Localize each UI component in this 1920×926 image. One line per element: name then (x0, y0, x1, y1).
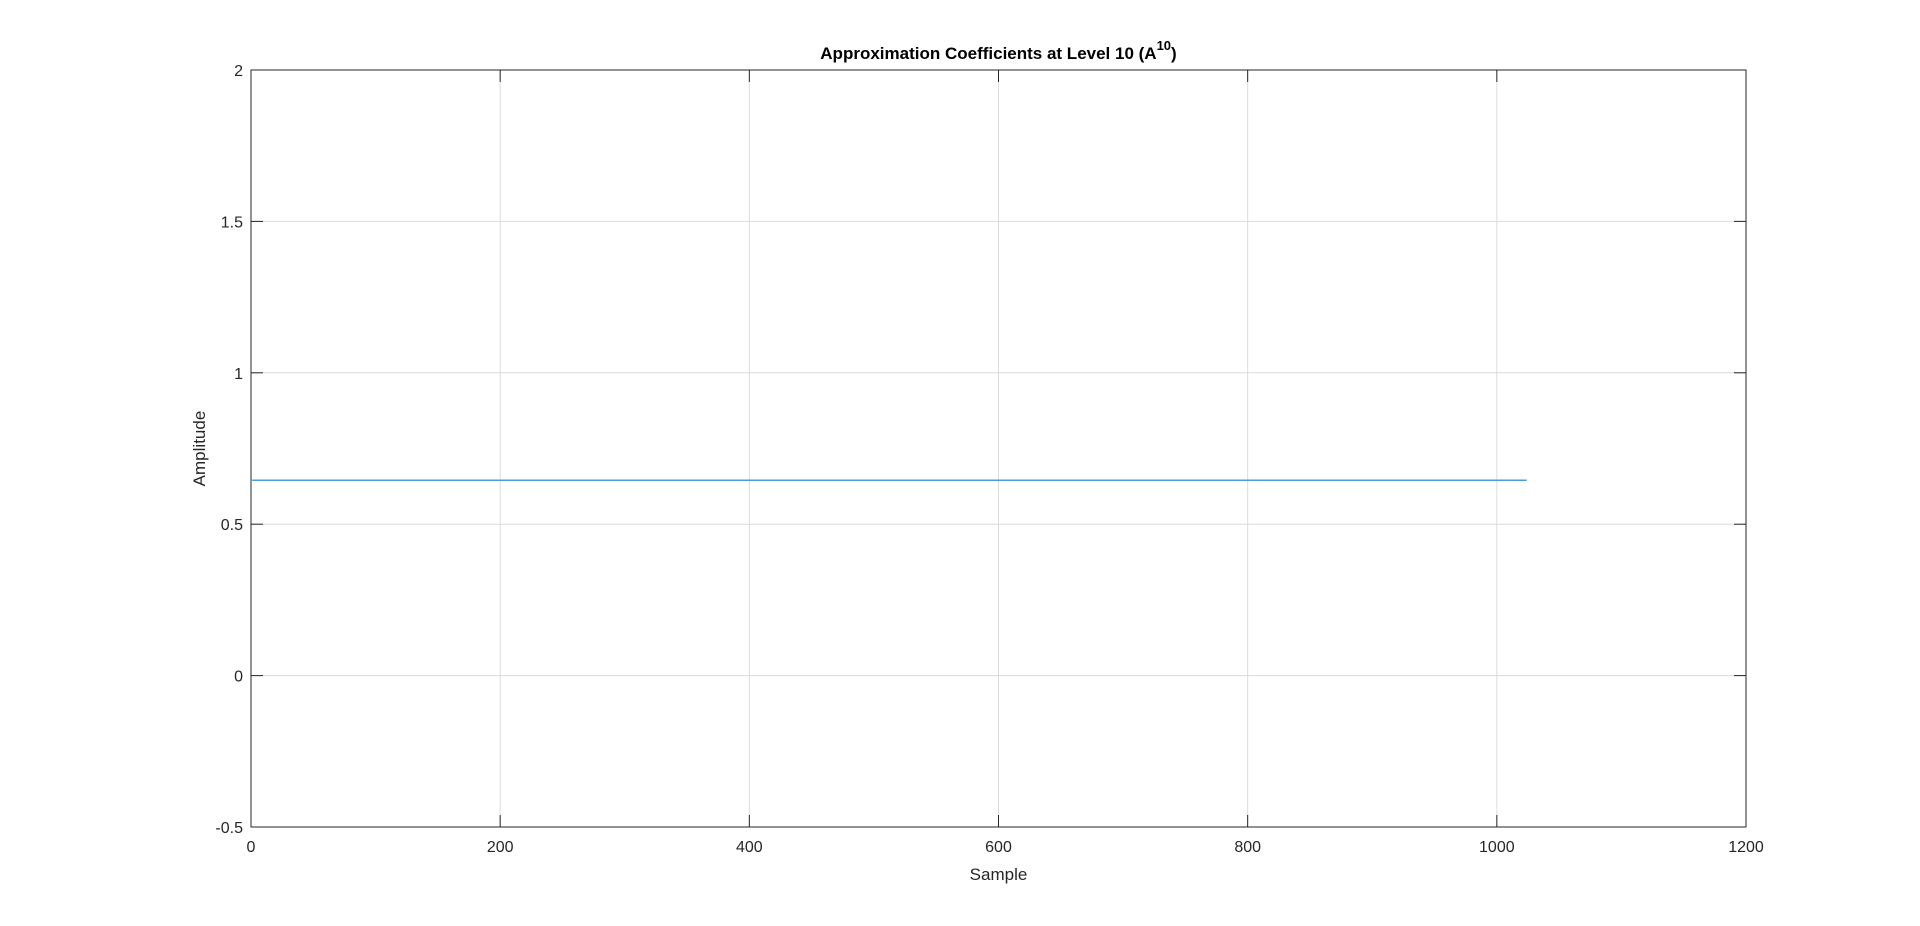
x-tick-label: 1000 (1479, 839, 1515, 856)
x-tick-label: 800 (1234, 839, 1261, 856)
y-tick-labels: -0.5 0 0.5 1 1.5 2 (215, 63, 243, 837)
y-tick-label: -0.5 (215, 820, 243, 837)
x-axis-label: Sample (970, 865, 1028, 884)
x-tick-label: 200 (487, 839, 514, 856)
y-tick-label: 1 (234, 366, 243, 383)
x-tick-label: 1200 (1728, 839, 1764, 856)
x-tick-labels: 0 200 400 600 800 1000 1200 (247, 839, 1764, 856)
y-tick-label: 1.5 (221, 214, 243, 231)
chart-title: Approximation Coefficients at Level 10 (… (820, 38, 1176, 63)
x-tick-label: 400 (736, 839, 763, 856)
y-tick-label: 0.5 (221, 517, 243, 534)
chart-title-superscript: 10 (1157, 38, 1171, 53)
x-tick-label: 600 (985, 839, 1012, 856)
chart-title-suffix: ) (1171, 44, 1177, 63)
y-tick-label: 2 (234, 63, 243, 80)
chart-title-main: Approximation Coefficients at Level 10 (… (820, 44, 1156, 63)
y-tick-label: 0 (234, 669, 243, 686)
grid-lines (251, 70, 1746, 827)
y-axis-label: Amplitude (190, 411, 209, 487)
x-tick-label: 0 (247, 839, 256, 856)
axis-ticks (250, 69, 1747, 828)
